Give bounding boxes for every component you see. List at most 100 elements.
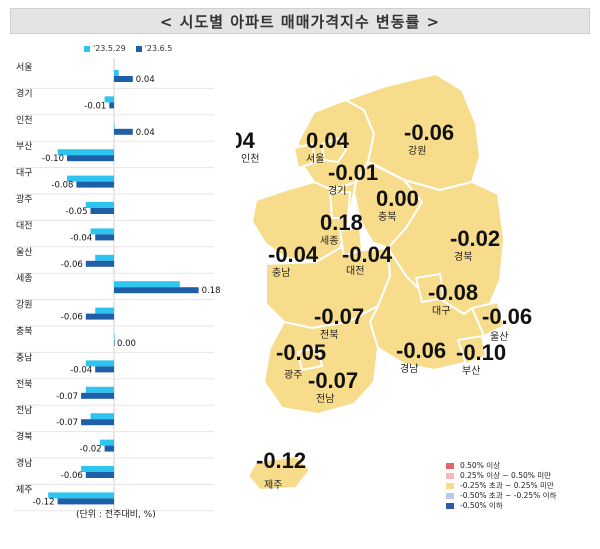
- bar-chart-svg: 서울 0.04 경기 -0.01 인천 0.04 부산 -0.10 대구 -0.08 광주 -0.05…: [14, 58, 221, 512]
- bar-prev: [114, 122, 115, 129]
- data-label: -0.05: [66, 207, 88, 217]
- data-label: -0.06: [61, 471, 83, 481]
- map-legend-item: -0.50% 초과 ~ -0.25% 이하: [446, 491, 556, 501]
- bar-curr: [81, 419, 114, 426]
- bar-prev: [85, 386, 114, 393]
- region-label: 경남: [400, 362, 418, 375]
- legend-label-curr: '23.6.5: [144, 44, 173, 53]
- category-label: 경남: [16, 457, 33, 469]
- region-label: 전북: [320, 329, 338, 341]
- bar-curr: [114, 128, 133, 135]
- category-label: 인천: [16, 115, 33, 126]
- data-label: -0.01: [84, 101, 106, 111]
- map-legend-item: -0.25% 초과 ~ 0.25% 미만: [446, 481, 556, 491]
- legend-item-curr: '23.6.5: [135, 44, 173, 53]
- category-label: 충북: [16, 326, 33, 337]
- region-value: -0.05: [276, 340, 326, 365]
- region-label: 서울: [306, 153, 324, 165]
- bar-prev: [114, 334, 115, 340]
- map-legend-swatch: [446, 473, 454, 479]
- region-value: -0.07: [314, 304, 364, 329]
- bar-curr: [95, 234, 114, 241]
- bar-curr: [104, 445, 114, 452]
- bar-prev: [114, 281, 180, 288]
- region-value: 0.04: [236, 128, 256, 153]
- category-label: 광주: [16, 193, 33, 205]
- map-legend-item: 0.50% 이상: [446, 461, 556, 471]
- korea-map: 0.04인천0.04서울-0.06강원-0.01경기0.00충북0.18세종-0…: [236, 73, 532, 491]
- data-label: -0.07: [56, 392, 78, 402]
- bar-prev: [99, 439, 114, 446]
- legend-swatch-curr: [135, 45, 142, 52]
- region-label: 인천: [241, 153, 259, 165]
- data-label: -0.12: [33, 497, 55, 507]
- map-shapes: [247, 73, 505, 491]
- bar-prev: [90, 228, 114, 235]
- legend-item-prev: '23.5.29: [84, 44, 126, 53]
- category-label: 경기: [16, 87, 33, 99]
- bar-curr: [114, 287, 199, 294]
- region-label: 경기: [328, 184, 346, 197]
- chart-title: < 시도별 아파트 매매가격지수 변동률 >: [159, 12, 441, 31]
- bar-curr: [85, 472, 114, 478]
- legend-swatch-prev: [84, 45, 90, 52]
- region-label: 부산: [462, 365, 480, 377]
- bar-curr: [76, 181, 114, 188]
- data-label: -0.04: [70, 365, 92, 375]
- region-label: 대구: [432, 305, 450, 317]
- region-value: 0.00: [376, 186, 419, 211]
- bar-chart-panel: '23.5.29 '23.6.5 서울 0.04 경기 -0.01 인천 0.04 부산 -0…: [14, 40, 234, 524]
- category-label: 전남: [16, 405, 33, 416]
- region-label: 강원: [408, 145, 426, 157]
- region-label: 대전: [346, 265, 364, 277]
- category-label: 울산: [16, 247, 33, 258]
- category-label: 전북: [16, 379, 33, 390]
- region-shape: [321, 137, 347, 163]
- region-shape: [247, 455, 311, 491]
- region-shape: [415, 273, 445, 303]
- region-value: -0.06: [396, 338, 446, 363]
- region-shape: [471, 301, 505, 337]
- data-label: 0.00: [117, 339, 136, 349]
- region-value: -0.12: [256, 448, 306, 473]
- bar-curr: [90, 208, 114, 214]
- map-legend-swatch: [446, 483, 454, 489]
- map-legend-item: -0.50% 이하: [446, 501, 556, 511]
- bar-prev: [90, 413, 114, 420]
- region-shape: [457, 335, 487, 365]
- bar-curr: [114, 340, 115, 346]
- bar-prev: [48, 492, 115, 499]
- bar-curr: [95, 366, 114, 373]
- data-label: 0.04: [136, 75, 155, 85]
- bar-prev: [114, 70, 119, 76]
- region-shape: [339, 227, 363, 257]
- region-label: 울산: [490, 331, 508, 343]
- bar-prev: [95, 307, 114, 314]
- bar-curr: [57, 498, 114, 505]
- region-value: -0.10: [456, 340, 506, 365]
- region-value: 0.18: [320, 210, 363, 235]
- region-shape: [293, 143, 317, 169]
- region-label: 경북: [454, 250, 472, 263]
- region-value: -0.04: [268, 242, 319, 267]
- region-label: 충북: [378, 211, 396, 223]
- bar-curr: [85, 260, 114, 267]
- map-legend: 0.50% 이상 0.25% 이상 ~ 0.50% 미만 -0.25% 초과 ~ 0…: [446, 461, 556, 511]
- bar-curr: [114, 76, 133, 82]
- unit-note: (단위 : 전주대비, %): [76, 510, 156, 520]
- legend-label-prev: '23.5.29: [93, 44, 126, 53]
- map-legend-swatch: [446, 493, 454, 499]
- region-value: 0.04: [306, 128, 350, 153]
- region-label: 전남: [316, 393, 334, 405]
- category-label: 제주: [16, 484, 33, 495]
- region-value: -0.02: [450, 226, 500, 251]
- category-label: 대구: [16, 168, 33, 179]
- region-value: -0.01: [328, 160, 378, 185]
- region-label: 제주: [264, 479, 282, 491]
- bar-curr: [67, 155, 114, 162]
- bar-prev: [67, 175, 114, 182]
- bar-prev: [57, 149, 114, 156]
- category-label: 강원: [16, 300, 33, 311]
- data-label: -0.02: [80, 445, 102, 455]
- bar-curr: [81, 392, 114, 399]
